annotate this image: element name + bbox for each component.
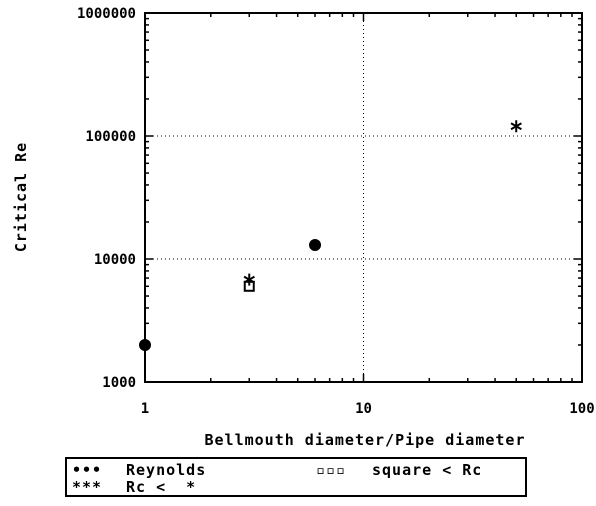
legend-symbol: *** [72,478,102,496]
data-point-circle [139,338,151,351]
y-tick-label: 1000000 [77,6,136,22]
legend-label: square < Rc [372,461,482,479]
x-axis-title: Bellmouth diameter/Pipe diameter [205,431,526,449]
y-tick-label: 100000 [85,129,136,145]
legend-label: Reynolds [126,461,206,479]
legend-box [65,457,527,497]
asterisk-stroke [510,122,522,131]
legend-label: Rc < * [126,478,196,496]
x-tick-label: 10 [355,401,372,417]
y-tick-label: 1000 [102,375,136,391]
legend-entry: ▫▫▫ square < Rc [316,461,482,479]
legend-entry: *** Rc < * [72,478,196,496]
x-tick-label: 100 [569,401,594,417]
x-tick-label: 1 [141,401,149,417]
legend-symbol: ▫▫▫ [316,461,346,479]
data-point-circle [309,238,322,251]
legend-symbol: ••• [72,461,102,479]
asterisk-stroke [243,275,255,284]
y-tick-label: 10000 [94,252,136,268]
data-point-asterisk [243,273,255,286]
y-axis-title: Critical Re [12,142,30,252]
legend-entry: ••• Reynolds [72,461,206,479]
data-point-asterisk [510,120,522,133]
